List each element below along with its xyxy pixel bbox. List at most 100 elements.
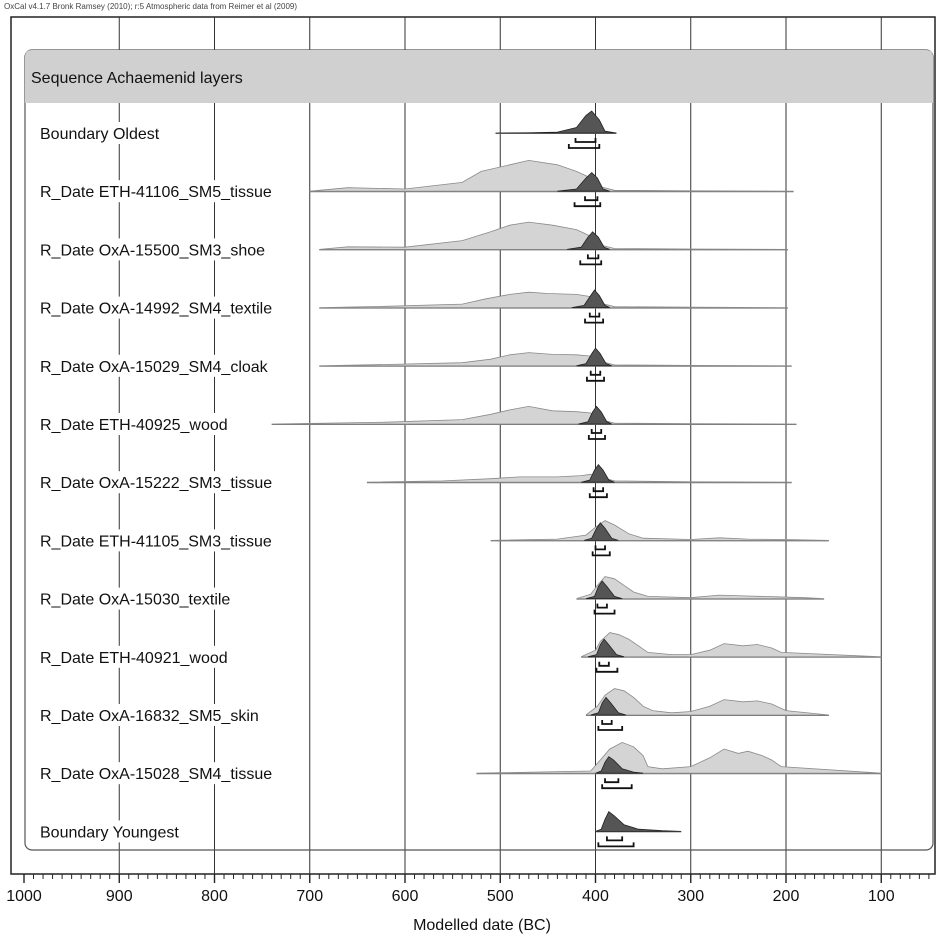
range-95-bracket <box>579 260 603 266</box>
range-68-bracket <box>606 836 624 842</box>
row-label-bg <box>37 238 269 261</box>
x-tick-label: 200 <box>773 888 800 905</box>
row-label-bg <box>37 180 275 203</box>
range-68-bracket <box>596 603 608 609</box>
range-95-bracket <box>567 144 601 149</box>
x-tick-label: 100 <box>868 888 895 905</box>
row-6: R_Date ETH-40925_wood <box>37 405 797 440</box>
row-4: R_Date OxA-14992_SM4_textile <box>37 289 788 324</box>
posterior-distribution <box>495 110 617 134</box>
row-label-bg <box>37 762 276 785</box>
sequence-label: Sequence Achaemenid layers <box>31 70 243 87</box>
prior-distribution <box>585 688 829 716</box>
prior-distribution <box>271 405 797 425</box>
range-95-bracket <box>584 318 605 324</box>
row-label-bg <box>37 704 262 726</box>
row-label: R_Date ETH-41106_SM5_tissue <box>40 184 272 201</box>
row-label-bg <box>37 529 275 552</box>
prior-distribution <box>319 221 788 250</box>
range-68-bracket <box>594 545 606 551</box>
range-95-bracket <box>597 842 635 848</box>
posterior-distribution <box>571 289 610 308</box>
row-label-bg <box>37 471 276 494</box>
x-axis: 1000 900 800 700 600 500 400 300 200 100 <box>6 874 930 905</box>
x-tick-label: 900 <box>106 888 133 905</box>
range-95-bracket <box>591 551 611 557</box>
posterior-distribution <box>595 756 644 774</box>
prior-distribution <box>309 159 794 192</box>
sequence-box <box>24 49 934 851</box>
row-label-bg <box>37 820 182 843</box>
range-95-bracket <box>587 435 606 440</box>
row-label: R_Date ETH-40921_wood <box>40 650 228 667</box>
x-tick-label: 500 <box>487 888 514 905</box>
row-label-bg <box>37 122 163 144</box>
posterior-distribution <box>583 522 619 541</box>
posterior-distribution <box>578 405 612 425</box>
row-label-bg <box>37 354 271 377</box>
posterior-distribution <box>566 231 610 250</box>
credit-text: OxCal v4.1.7 Bronk Ramsey (2010); r:5 At… <box>4 2 297 11</box>
x-tick-label: 1000 <box>6 888 42 905</box>
posterior-distribution <box>557 171 610 192</box>
row-label: R_Date OxA-15500_SM3_shoe <box>40 242 265 259</box>
range-68-bracket <box>592 487 605 493</box>
grid-lines <box>118 17 882 874</box>
row-label-bg <box>37 296 276 319</box>
range-68-bracket <box>586 254 600 260</box>
prior-distribution <box>319 291 788 308</box>
range-95-bracket <box>601 784 633 790</box>
posterior-distribution <box>587 638 625 658</box>
row-label: R_Date OxA-15028_SM4_tissue <box>40 766 272 783</box>
row-11: R_Date OxA-16832_SM5_skin <box>37 688 829 731</box>
x-axis-title: Modelled date (BC) <box>413 917 551 934</box>
plot-frame <box>10 16 936 875</box>
sequence-header-bg <box>25 50 933 103</box>
range-95-bracket <box>573 202 602 208</box>
range-68-bracket <box>598 661 610 667</box>
row-label: Boundary Youngest <box>40 824 179 841</box>
range-95-bracket <box>586 376 605 382</box>
rows-group: Boundary Oldest R_Date ETH-41106_SM5_tiss… <box>37 110 882 848</box>
row-8: R_Date ETH-41105_SM3_tissue <box>37 520 829 557</box>
range-68-bracket <box>601 720 613 725</box>
row-label: R_Date OxA-14992_SM4_textile <box>40 301 272 318</box>
range-68-bracket <box>584 196 599 202</box>
row-3: R_Date OxA-15500_SM3_shoe <box>37 221 788 266</box>
posterior-distribution <box>595 810 682 832</box>
posterior-distribution <box>585 580 623 599</box>
row-label: R_Date ETH-41105_SM3_tissue <box>40 533 272 550</box>
x-tick-label: 300 <box>677 888 704 905</box>
x-tick-label: 700 <box>296 888 323 905</box>
row-10: R_Date ETH-40921_wood <box>37 632 882 673</box>
row-2: R_Date ETH-41106_SM5_tissue <box>37 159 794 208</box>
row-label: R_Date OxA-15030_textile <box>40 592 230 609</box>
row-label: R_Date OxA-15029_SM4_cloak <box>40 359 269 376</box>
range-68-bracket <box>588 312 601 318</box>
x-tick-label: 800 <box>201 888 228 905</box>
prior-distribution <box>366 473 792 483</box>
prior-distribution <box>490 520 829 541</box>
range-95-bracket <box>597 726 624 731</box>
range-68-bracket <box>589 370 602 376</box>
row-label: R_Date OxA-16832_SM5_skin <box>40 708 259 725</box>
prior-distribution <box>476 741 882 774</box>
range-68-bracket <box>604 778 620 784</box>
range-95-bracket <box>595 667 619 673</box>
prior-distribution <box>319 352 792 367</box>
row-9: R_Date OxA-15030_textile <box>37 576 825 615</box>
row-label: R_Date OxA-15222_SM3_tissue <box>40 475 272 492</box>
row-5: R_Date OxA-15029_SM4_cloak <box>37 347 792 382</box>
posterior-distribution <box>581 463 615 483</box>
row-label-bg <box>37 413 231 435</box>
row-7: R_Date OxA-15222_SM3_tissue <box>37 463 792 499</box>
range-95-bracket <box>593 609 616 615</box>
range-95-bracket <box>588 493 608 499</box>
posterior-distribution <box>576 347 612 367</box>
posterior-distribution <box>590 696 627 716</box>
row-label-bg <box>37 645 231 668</box>
x-tick-label: 600 <box>392 888 419 905</box>
row-label: R_Date ETH-40925_wood <box>40 417 228 434</box>
row-12: R_Date OxA-15028_SM4_tissue <box>37 741 882 790</box>
